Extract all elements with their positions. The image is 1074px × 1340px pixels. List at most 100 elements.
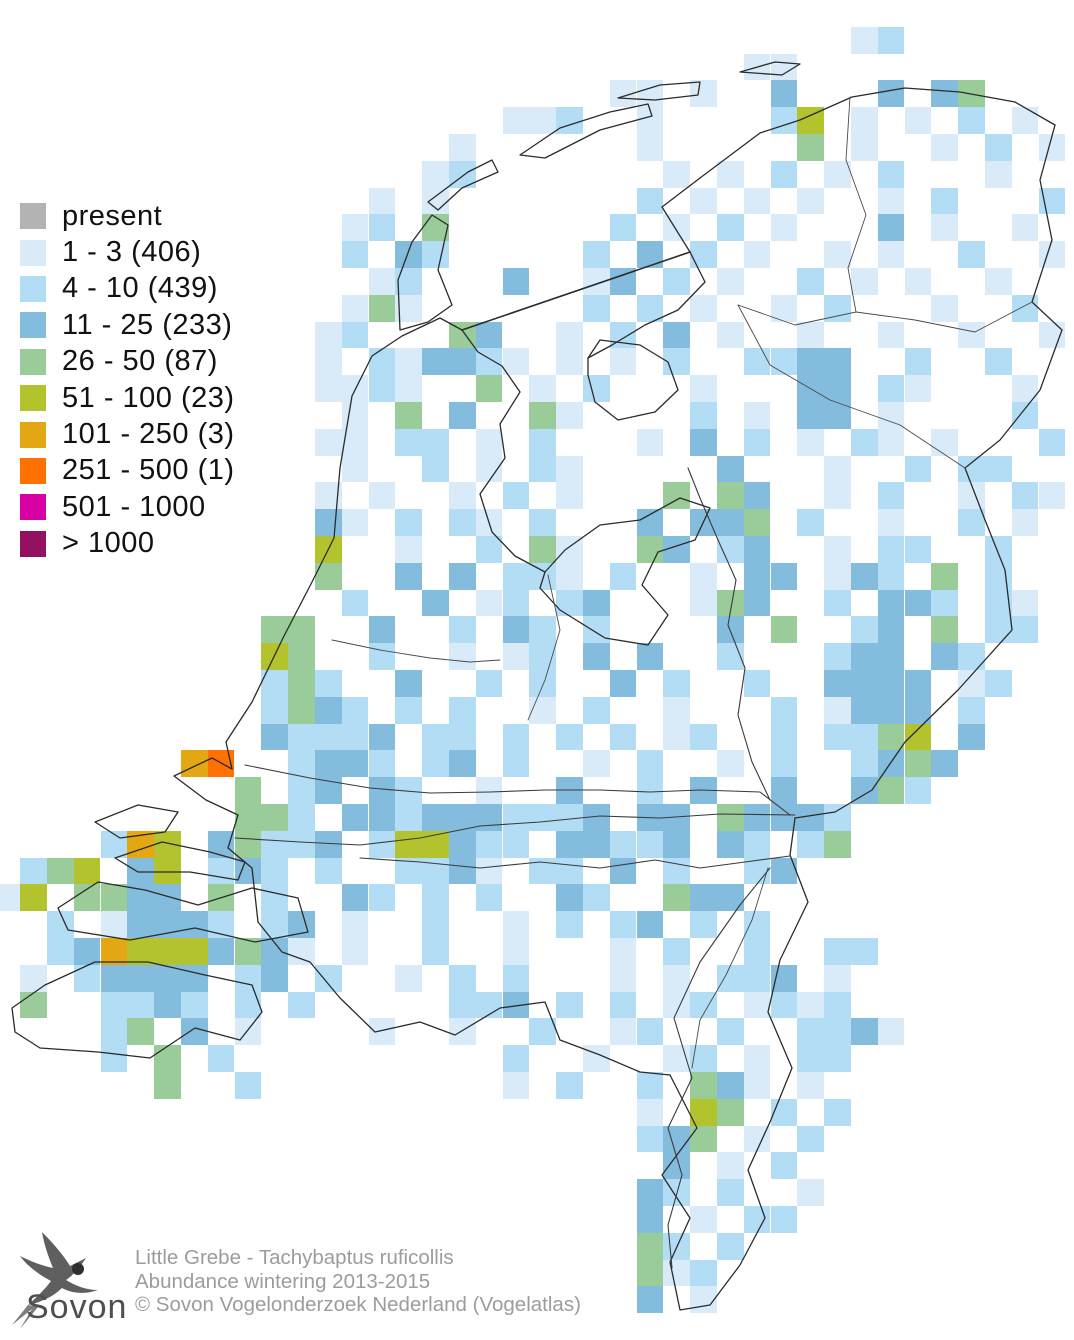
grid-cell (850, 268, 878, 295)
grid-cell (824, 294, 851, 322)
grid-cell (958, 321, 985, 349)
grid-cell (448, 723, 476, 751)
grid-cell (261, 643, 289, 670)
grid-cell (770, 857, 798, 885)
grid-cell (797, 321, 825, 349)
grid-cell (743, 53, 771, 81)
grid-cell (663, 964, 691, 992)
grid-cell (636, 1206, 664, 1233)
grid-cell (984, 268, 1012, 295)
grid-cell (877, 26, 905, 54)
grid-cell (824, 938, 851, 965)
grid-cell (502, 1045, 530, 1072)
grid-cell (824, 402, 851, 429)
grid-cell (368, 723, 396, 751)
grid-cell (261, 964, 289, 992)
grid-cell (904, 696, 932, 724)
grid-cell (931, 214, 959, 242)
grid-cell (877, 375, 905, 402)
grid-cell (288, 804, 315, 831)
grid-cell (904, 777, 932, 804)
grid-cell (395, 804, 423, 831)
grid-cell (770, 991, 798, 1019)
grid-cell (448, 402, 476, 429)
grid-cell (850, 1018, 878, 1046)
grid-cell (824, 482, 851, 510)
grid-cell (127, 884, 155, 912)
legend-swatch-icon (20, 385, 46, 412)
legend-label: > 1000 (62, 527, 155, 560)
grid-cell (448, 964, 476, 992)
grid-cell (368, 804, 396, 831)
grid-cell (690, 991, 717, 1019)
grid-cell (609, 562, 637, 590)
legend-swatch-icon (20, 457, 46, 484)
grid-cell (877, 1018, 905, 1046)
grid-cell (690, 1045, 717, 1072)
grid-cell (663, 857, 691, 885)
grid-cell (743, 1045, 771, 1072)
grid-cell (1038, 321, 1066, 349)
grid-cell (850, 696, 878, 724)
grid-cell (288, 911, 315, 938)
grid-cell (261, 830, 289, 858)
legend-swatch-icon (20, 348, 46, 375)
grid-cell (582, 268, 610, 295)
grid-cell (609, 80, 637, 108)
legend-label: present (62, 199, 163, 232)
grid-cell (448, 696, 476, 724)
grid-cell (690, 777, 717, 804)
grid-cell (663, 938, 691, 965)
grid-cell (475, 428, 503, 456)
grid-cell (422, 750, 449, 778)
grid-cell (877, 562, 905, 590)
grid-cell (824, 1098, 851, 1126)
grid-cell (368, 348, 396, 376)
grid-cell (556, 348, 583, 376)
grid-cell (314, 830, 342, 858)
grid-cell (824, 160, 851, 188)
grid-cell (502, 482, 530, 510)
grid-cell (609, 214, 637, 242)
grid-cell (770, 107, 798, 134)
grid-cell (234, 964, 262, 992)
grid-cell (931, 750, 959, 778)
grid-cell (931, 589, 959, 617)
grid-cell (1011, 509, 1039, 536)
grid-cell (556, 562, 583, 590)
legend-label: 51 - 100 (23) (62, 381, 235, 414)
grid-cell (448, 509, 476, 536)
grid-cell (716, 750, 744, 778)
grid-cell (502, 964, 530, 992)
grid-cell (154, 991, 181, 1019)
grid-cell (663, 723, 691, 751)
grid-cell (582, 294, 610, 322)
grid-cell (20, 991, 47, 1019)
grid-cell (100, 991, 128, 1019)
grid-cell (100, 964, 128, 992)
grid-cell (743, 938, 771, 965)
legend-item: 51 - 100 (23) (20, 380, 235, 416)
grid-cell (636, 241, 664, 268)
grid-cell (850, 750, 878, 778)
grid-cell (636, 536, 664, 563)
grid-cell (20, 964, 47, 992)
grid-cell (448, 562, 476, 590)
grid-cell (877, 670, 905, 697)
grid-cell (743, 1125, 771, 1153)
grid-cell (207, 938, 235, 965)
grid-cell (261, 857, 289, 885)
grid-cell (770, 214, 798, 242)
grid-cell (422, 348, 449, 376)
grid-cell (770, 616, 798, 644)
grid-cell (502, 991, 530, 1019)
grid-cell (636, 1018, 664, 1046)
legend-item: > 1000 (20, 526, 235, 562)
grid-cell (743, 428, 771, 456)
grid-cell (502, 723, 530, 751)
grid-cell (743, 964, 771, 992)
grid-cell (636, 428, 664, 456)
grid-cell (877, 428, 905, 456)
grid-cell (797, 428, 825, 456)
grid-cell (314, 857, 342, 885)
